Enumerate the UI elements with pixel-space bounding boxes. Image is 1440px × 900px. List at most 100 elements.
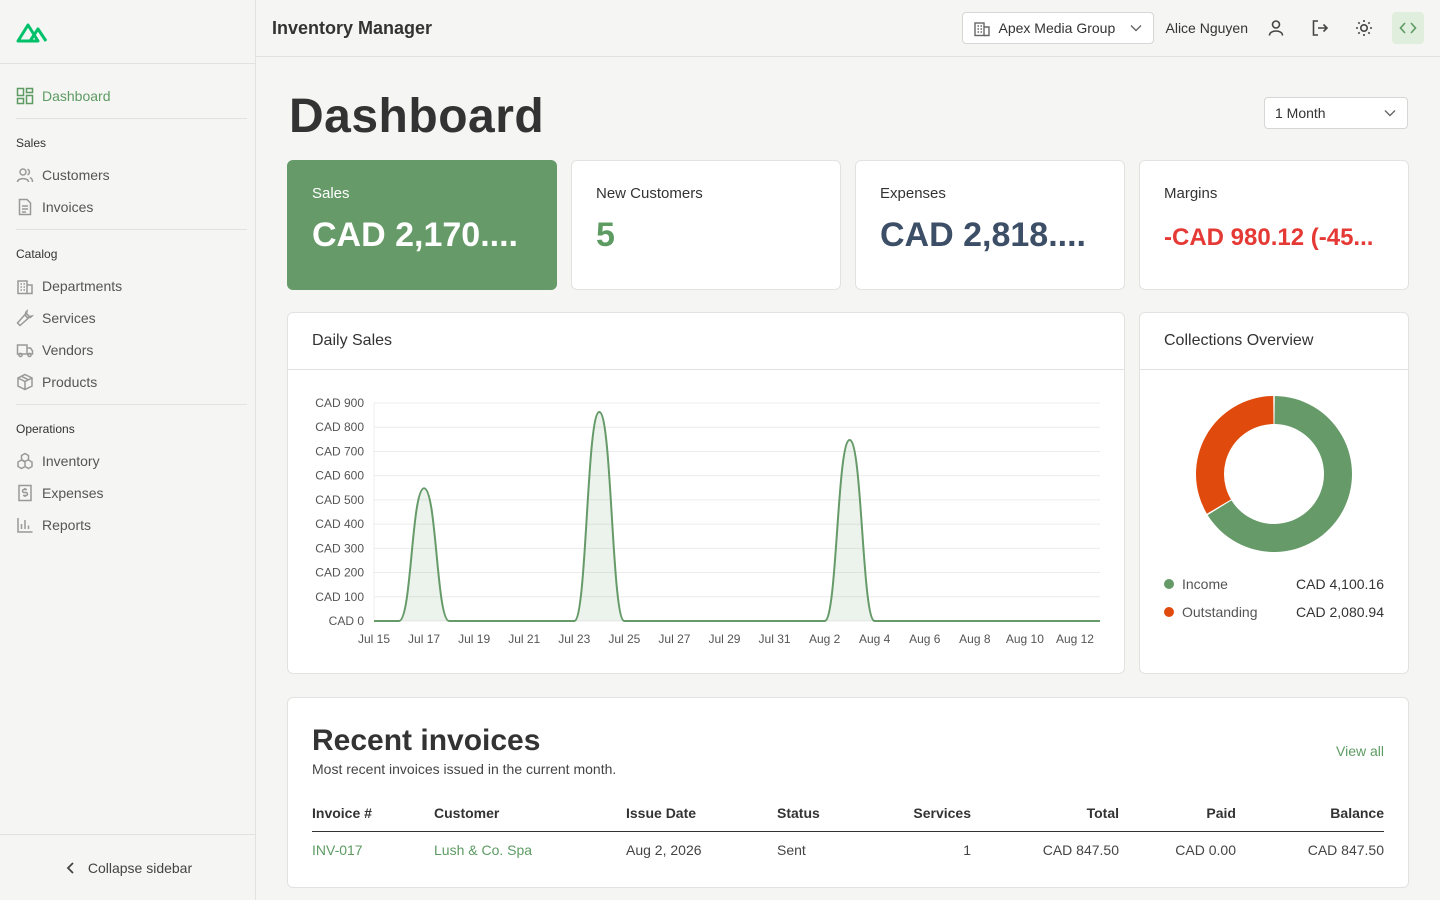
sidebar-item-label: Expenses <box>42 485 104 501</box>
invoice-number-link[interactable]: INV-017 <box>312 842 363 859</box>
dashboard-icon <box>16 87 34 105</box>
legend-item-outstanding[interactable]: Outstanding CAD 2,080.94 <box>1164 598 1384 626</box>
legend-value: CAD 2,080.94 <box>1296 604 1384 620</box>
sidebar-item-expenses[interactable]: Expenses <box>8 477 247 509</box>
y-tick-label: CAD 700 <box>315 444 364 458</box>
collections-overview-card: Collections Overview Income CAD 4,100.16… <box>1139 312 1409 674</box>
invoices-header: Recent invoices Most recent invoices iss… <box>312 722 1384 777</box>
donut-slice-outstanding <box>1196 396 1274 514</box>
x-tick-label: Jul 15 <box>358 632 390 646</box>
balance: CAD 847.50 <box>1307 842 1384 859</box>
organization-name: Apex Media Group <box>998 20 1116 36</box>
sidebar-item-label: Services <box>42 310 96 326</box>
column-header[interactable]: Services <box>877 795 971 832</box>
x-tick-label: Jul 25 <box>608 632 640 646</box>
y-tick-label: CAD 500 <box>315 493 364 507</box>
stat-value: 5 <box>596 216 615 254</box>
issue-date: Aug 2, 2026 <box>626 842 702 859</box>
invoices-table: Invoice # Customer Issue Date Status Ser… <box>312 795 1384 869</box>
column-header[interactable]: Paid <box>1119 795 1236 832</box>
stat-label: Sales <box>312 185 350 202</box>
sidebar-item-label: Vendors <box>42 342 94 358</box>
sidebar: Dashboard Sales Customers Invoices Catal… <box>0 0 256 900</box>
x-tick-label: Jul 27 <box>658 632 690 646</box>
x-tick-label: Jul 31 <box>759 632 791 646</box>
sidebar-item-invoices[interactable]: Invoices <box>8 191 247 223</box>
x-tick-label: Aug 12 <box>1056 632 1094 646</box>
column-header[interactable]: Balance <box>1236 795 1384 832</box>
sidebar-item-vendors[interactable]: Vendors <box>8 334 247 366</box>
sidebar-item-dashboard[interactable]: Dashboard <box>8 80 247 112</box>
user-name: Alice Nguyen <box>1165 20 1249 36</box>
sidebar-item-label: Inventory <box>42 453 100 469</box>
stat-card-sales: Sales CAD 2,170.... <box>287 160 557 290</box>
sidebar-item-reports[interactable]: Reports <box>8 509 247 541</box>
wrench-icon <box>16 309 34 327</box>
bar-chart-icon <box>17 518 33 533</box>
y-tick-label: CAD 300 <box>315 541 364 555</box>
stat-label: Expenses <box>880 185 946 202</box>
section-title-sales: Sales <box>16 136 47 150</box>
collapse-sidebar-label: Collapse sidebar <box>87 859 193 876</box>
organization-select[interactable]: Apex Media Group <box>961 12 1154 44</box>
sidebar-item-customers[interactable]: Customers <box>8 159 247 191</box>
collapse-sidebar-button[interactable]: Collapse sidebar <box>0 834 256 900</box>
stat-value: -CAD 980.12 (-45... <box>1164 224 1374 251</box>
x-tick-label: Jul 23 <box>558 632 590 646</box>
donut-slice-income <box>1207 396 1352 552</box>
card-title: Daily Sales <box>288 313 1124 370</box>
sidebar-item-inventory[interactable]: Inventory <box>8 445 247 477</box>
theme-toggle-button[interactable] <box>1348 12 1380 44</box>
sidebar-item-departments[interactable]: Departments <box>8 270 247 302</box>
truck-icon <box>16 344 34 358</box>
sales-line <box>374 410 1100 622</box>
divider <box>16 229 247 230</box>
legend-value: CAD 4,100.16 <box>1296 576 1384 592</box>
column-header[interactable]: Issue Date <box>626 795 777 832</box>
column-header[interactable]: Customer <box>434 795 626 832</box>
column-header[interactable]: Status <box>777 795 877 832</box>
period-select[interactable]: 1 Month <box>1264 97 1408 129</box>
sidebar-item-products[interactable]: Products <box>8 366 247 398</box>
stat-label: New Customers <box>596 185 703 202</box>
y-tick-label: CAD 200 <box>315 566 364 580</box>
building-icon <box>17 280 33 295</box>
table-row[interactable]: INV-017 Lush & Co. Spa Aug 2, 2026 Sent … <box>312 831 1384 869</box>
chevron-left-icon <box>66 861 74 874</box>
section-subtitle: Most recent invoices issued in the curre… <box>312 761 617 777</box>
logo[interactable] <box>0 0 255 64</box>
receipt-dollar-icon <box>18 484 32 502</box>
y-tick-label: CAD 600 <box>315 469 364 483</box>
recent-invoices-card: Recent invoices Most recent invoices iss… <box>287 697 1409 888</box>
view-all-link[interactable]: View all <box>1336 743 1384 759</box>
sidebar-item-label: Reports <box>42 517 92 533</box>
legend-item-income[interactable]: Income CAD 4,100.16 <box>1164 570 1384 598</box>
column-header[interactable]: Total <box>971 795 1119 832</box>
x-tick-label: Aug 10 <box>1006 632 1044 646</box>
y-tick-label: CAD 100 <box>315 590 364 604</box>
logout-button[interactable] <box>1304 12 1336 44</box>
topbar: Inventory Manager Apex Media Group Alice… <box>256 0 1440 57</box>
app-title: Inventory Manager <box>272 17 433 38</box>
x-tick-label: Jul 17 <box>408 632 440 646</box>
chevron-down-icon <box>1130 25 1141 32</box>
x-tick-label: Aug 8 <box>959 632 991 646</box>
daily-sales-card: Daily Sales CAD 0 CAD 100 CAD 200 CAD 300 CA… <box>287 312 1125 674</box>
column-header[interactable]: Invoice # <box>312 795 434 832</box>
stat-card-margins: Margins -CAD 980.12 (-45... <box>1139 160 1409 290</box>
customer-link[interactable]: Lush & Co. Spa <box>434 842 533 859</box>
source-code-button[interactable] <box>1392 12 1424 44</box>
topbar-actions: Apex Media Group Alice Nguyen <box>961 12 1424 44</box>
profile-button[interactable] <box>1260 12 1292 44</box>
page-title: Dashboard <box>289 90 545 143</box>
divider <box>16 118 247 119</box>
y-tick-label: CAD 800 <box>315 420 364 434</box>
sidebar-nav: Dashboard Sales Customers Invoices Catal… <box>0 80 255 541</box>
y-tick-label: CAD 0 <box>329 614 365 628</box>
user-icon <box>1268 20 1284 36</box>
building-icon <box>973 22 990 37</box>
legend-label: Income <box>1182 576 1228 592</box>
sidebar-item-services[interactable]: Services <box>8 302 247 334</box>
services-count: 1 <box>963 842 971 859</box>
sales-area <box>374 411 1100 621</box>
